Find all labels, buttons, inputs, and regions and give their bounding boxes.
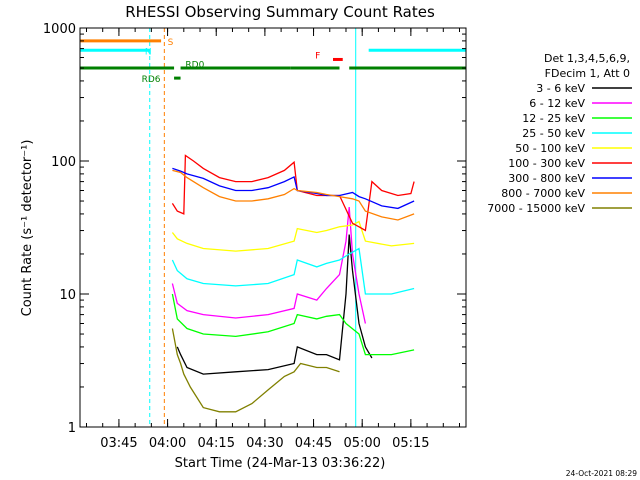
x-axis: 03:45 04:00 04:15 04:30 04:45 05:00 05:15 — [85, 28, 461, 451]
x-tick-label-3: 04:15 — [198, 436, 235, 451]
y-tick-label-1: 1 — [68, 421, 76, 436]
legend: Det 1,3,4,5,6,9, FDecim 1, Att 0 3 - 6 k… — [487, 52, 632, 215]
series-line-7 — [172, 167, 415, 210]
x-tick-label-6: 05:00 — [343, 436, 380, 451]
legend-label-1: 3 - 6 keV — [536, 82, 585, 95]
x-tick-label-5: 04:45 — [295, 436, 332, 451]
plot-area: S N RD0 RD6 F — [79, 28, 467, 427]
legend-label-7: 300 - 800 keV — [508, 172, 585, 185]
x-axis-label: Start Time (24-Mar-13 03:36:22) — [175, 456, 386, 471]
legend-label-3: 12 - 25 keV — [522, 112, 585, 125]
y-tick-label-2: 10 — [59, 288, 76, 303]
series-line-8 — [172, 169, 415, 221]
x-tick-label-7: 05:15 — [392, 436, 429, 451]
series-line-1 — [176, 234, 373, 375]
series-line-4 — [171, 247, 415, 295]
status-rd0-label: RD0 — [185, 61, 204, 71]
series-line-3 — [171, 293, 415, 356]
x-tick-label-2: 04:00 — [149, 436, 186, 451]
legend-label-9: 7000 - 15000 keV — [487, 202, 585, 215]
x-tick-label-1: 03:45 — [100, 436, 137, 451]
y-tick-label-3: 100 — [51, 155, 76, 170]
y-axis-label: Count Rate (s⁻¹ detector⁻¹) — [20, 140, 35, 317]
status-n-label: N — [145, 47, 152, 57]
legend-label-4: 25 - 50 keV — [522, 127, 585, 140]
status-f-label: F — [315, 52, 320, 62]
legend-label-5: 50 - 100 keV — [515, 142, 585, 155]
chart-title: RHESSI Observing Summary Count Rates — [125, 3, 435, 21]
legend-header-line-1: Det 1,3,4,5,6,9, — [544, 52, 630, 65]
plot-frame — [79, 27, 467, 428]
legend-label-2: 6 - 12 keV — [529, 97, 585, 110]
status-s-label: S — [168, 38, 174, 48]
footer-date: 24-Oct-2021 08:29 — [566, 469, 637, 478]
series-line-2 — [171, 207, 367, 324]
y-tick-label-4: 1000 — [43, 22, 76, 37]
legend-label-8: 800 - 7000 keV — [501, 187, 585, 200]
x-tick-label-4: 04:30 — [246, 436, 283, 451]
legend-label-6: 100 - 300 keV — [508, 157, 585, 170]
series-line-5 — [171, 220, 415, 252]
y-axis: 1 10 100 1000 — [43, 22, 466, 436]
status-rd6-label: RD6 — [142, 75, 161, 85]
series-line-9 — [171, 328, 340, 413]
series-line-6 — [171, 154, 415, 232]
legend-header-line-2: FDecim 1, Att 0 — [545, 67, 630, 80]
